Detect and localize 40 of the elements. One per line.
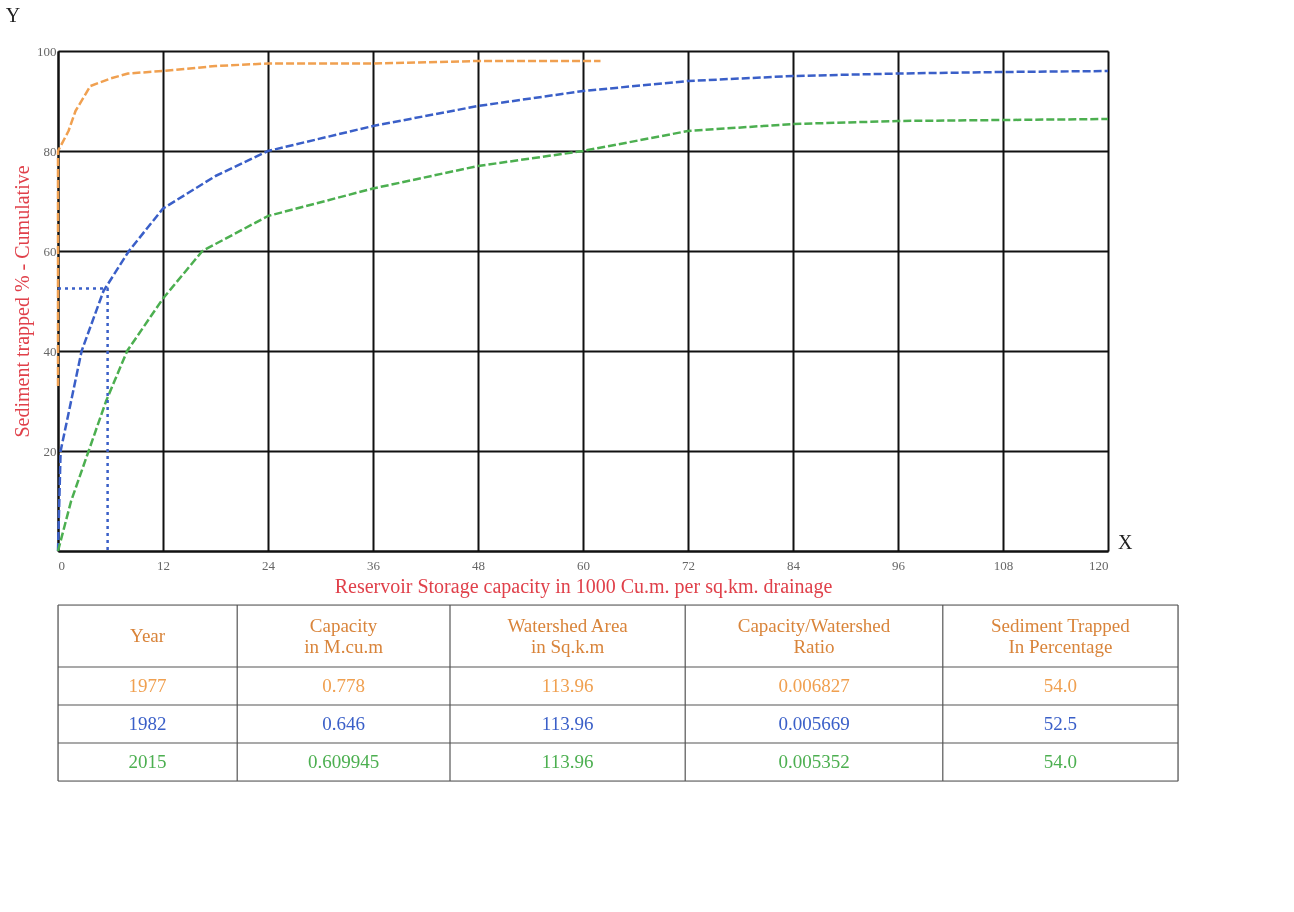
text: Capacity in M.cu.m <box>304 615 384 657</box>
y-tick-label: 80 <box>43 143 57 159</box>
x-tick-label: 108 <box>993 557 1014 573</box>
text: 0.609945 <box>307 751 380 772</box>
text: 52.5 <box>1043 713 1078 734</box>
x-tick-label: 96 <box>892 557 906 573</box>
x-tick-label: 48 <box>472 557 485 573</box>
text: 113.96 <box>541 713 594 734</box>
text: 54.0 <box>1043 675 1078 696</box>
text: 0.005669 <box>778 713 850 734</box>
text: 0.006827 <box>778 675 850 696</box>
x-tick-label: 120 <box>1089 557 1109 573</box>
y-tick-label: 20 <box>43 443 57 459</box>
y-tick-label: 100 <box>37 43 57 59</box>
text: 0.646 <box>322 713 365 734</box>
text: Capacity/Watershed Ratio <box>737 615 891 657</box>
x-tick-label: 60 <box>577 557 590 573</box>
text: 113.96 <box>541 751 594 772</box>
text: 113.96 <box>541 675 594 696</box>
text: Sediment Trapped In Percentage <box>990 615 1131 657</box>
x-axis-title: Reservoir Storage capacity in 1000 Cu.m. per sq.km. drainage <box>334 574 833 598</box>
text: Y <box>5 4 21 26</box>
x-tick-label: 12 <box>157 557 170 573</box>
text: Watershed Area in Sq.k.m <box>507 615 629 657</box>
text: 1977 <box>128 675 167 696</box>
text: 1982 <box>128 713 167 734</box>
x-tick-label: 36 <box>367 557 381 573</box>
text: X <box>1118 531 1133 553</box>
x-tick-label: 84 <box>787 557 801 573</box>
text: 2015 <box>128 751 167 772</box>
text: Year <box>130 625 166 646</box>
x-tick-label: 0 <box>58 557 65 573</box>
x-tick-label: 72 <box>682 557 695 573</box>
y-tick-label: 60 <box>43 243 57 259</box>
text: 0.778 <box>322 675 365 696</box>
y-axis-title: Sediment trapped % - Cumulative <box>11 165 34 438</box>
text: 0.005352 <box>778 751 850 772</box>
x-tick-label: 24 <box>262 557 276 573</box>
text: 54.0 <box>1043 751 1078 772</box>
y-tick-label: 40 <box>43 343 57 359</box>
